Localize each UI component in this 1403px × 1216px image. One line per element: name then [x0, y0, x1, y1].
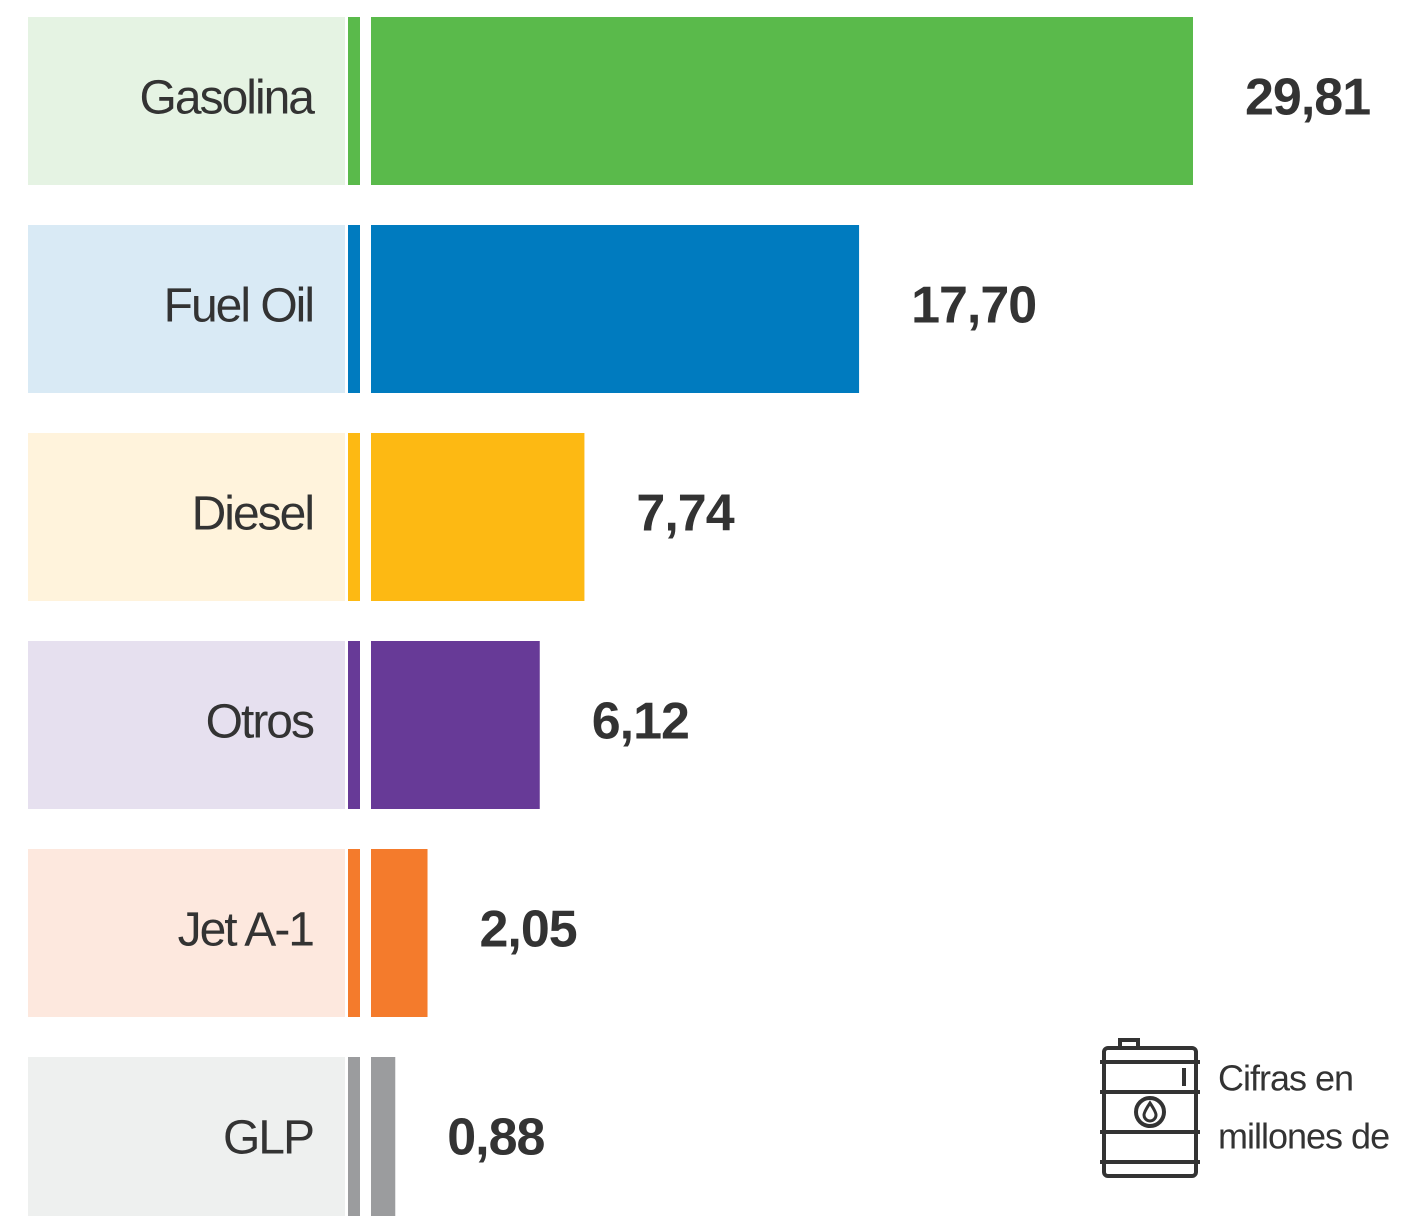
category-label: GLP	[223, 1112, 313, 1165]
category-background	[28, 225, 345, 393]
bar	[371, 17, 1193, 185]
category-stripe	[348, 433, 360, 601]
category-label: Diesel	[192, 488, 313, 541]
value-label: 29,81	[1245, 69, 1370, 127]
bar	[371, 849, 428, 1017]
category-background	[28, 849, 345, 1017]
category-stripe	[348, 225, 360, 393]
category-background	[28, 433, 345, 601]
category-background	[28, 641, 345, 809]
category-background	[28, 17, 345, 185]
category-label: Otros	[206, 696, 314, 749]
value-label: 17,70	[911, 277, 1036, 335]
bar	[371, 433, 585, 601]
category-stripe	[348, 641, 360, 809]
value-label: 0,88	[447, 1109, 544, 1167]
bar	[371, 225, 860, 393]
category-label: Jet A-1	[178, 904, 314, 957]
note: millones de	[1218, 1116, 1389, 1157]
category-label: Fuel Oil	[164, 280, 313, 333]
value-label: 6,12	[592, 693, 689, 751]
category-stripe	[348, 17, 360, 185]
bar	[371, 641, 540, 809]
value-label: 2,05	[480, 901, 577, 959]
category-stripe	[348, 1057, 360, 1216]
note: Cifras en	[1218, 1058, 1353, 1099]
category-background	[28, 1057, 345, 1216]
value-label: 7,74	[636, 485, 734, 543]
category-stripe	[348, 849, 360, 1017]
bar	[371, 1057, 396, 1216]
barrel-icon	[1100, 1038, 1200, 1178]
category-label: Gasolina	[140, 72, 316, 125]
